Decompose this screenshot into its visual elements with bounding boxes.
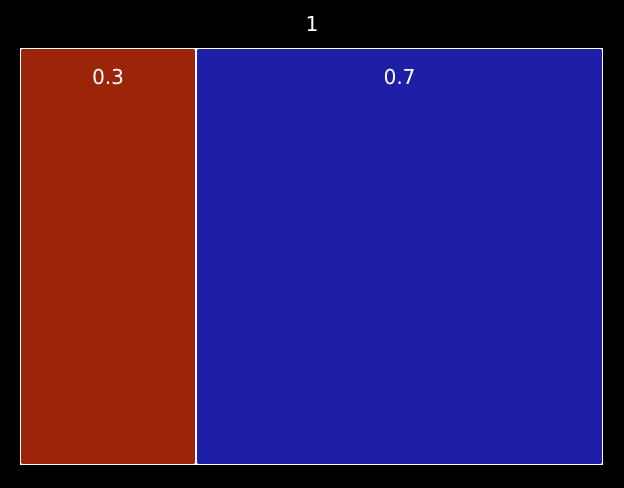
treemap-tile-label: 0.3	[92, 65, 124, 89]
treemap-tile-0: 0.3	[21, 49, 195, 464]
treemap-tile-label: 0.7	[383, 65, 416, 89]
root-total-label: 1	[305, 12, 319, 36]
treemap-tile-1: 0.7	[197, 49, 602, 464]
treemap-area: 0.3 0.7	[20, 48, 603, 465]
